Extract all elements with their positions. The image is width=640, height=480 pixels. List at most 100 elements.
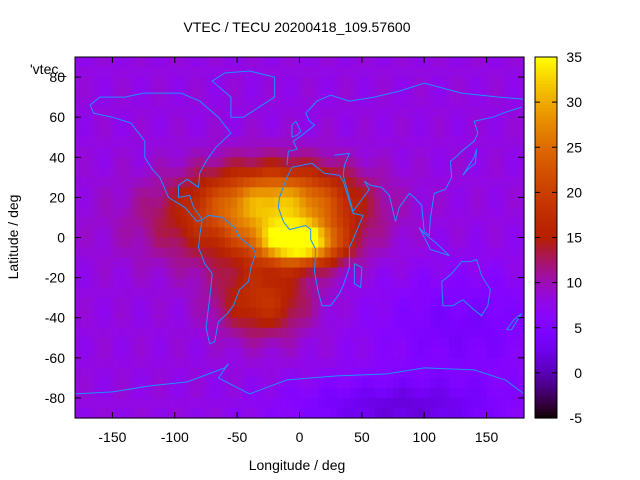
heatmap-cell: [336, 147, 344, 158]
heatmap-cell: [499, 207, 506, 219]
heatmap-cell: [255, 187, 263, 198]
heatmap-cell: [118, 167, 126, 178]
heatmap-cell: [299, 237, 307, 249]
heatmap-cell: [311, 367, 319, 379]
heatmap-cell: [237, 397, 244, 409]
heatmap-cell: [218, 317, 226, 329]
heatmap-cell: [262, 337, 269, 349]
heatmap-cell: [355, 77, 363, 88]
heatmap-cell: [93, 307, 101, 319]
heatmap-cell: [343, 247, 350, 259]
x-tick-label: -100: [161, 429, 189, 445]
heatmap-cell: [174, 177, 182, 188]
heatmap-cell: [199, 187, 207, 198]
heatmap-cell: [417, 267, 425, 279]
heatmap-cell: [249, 87, 257, 98]
heatmap-cell: [149, 297, 157, 309]
heatmap-cell: [436, 157, 444, 168]
heatmap-cell: [442, 187, 450, 198]
heatmap-cell: [143, 277, 151, 289]
heatmap-cell: [230, 347, 238, 359]
colorbar-tick-label: 30: [566, 94, 582, 110]
heatmap-cell: [499, 267, 506, 279]
heatmap-cell: [243, 367, 251, 379]
heatmap-cell: [393, 387, 400, 399]
heatmap-cell: [461, 147, 469, 158]
heatmap-cell: [299, 207, 307, 219]
heatmap-cell: [492, 147, 500, 158]
heatmap-cell: [262, 367, 269, 379]
heatmap-cell: [193, 287, 201, 299]
heatmap-cell: [505, 117, 513, 128]
heatmap-cell: [112, 337, 120, 349]
heatmap-cell: [274, 337, 282, 349]
heatmap-cell: [124, 177, 132, 188]
heatmap-cell: [343, 297, 350, 309]
heatmap-cell: [492, 297, 500, 309]
y-tick-label: 60: [49, 109, 65, 125]
heatmap-cell: [424, 317, 432, 329]
heatmap-cell: [137, 257, 145, 269]
heatmap-cell: [430, 107, 438, 118]
heatmap-cell: [480, 337, 488, 349]
heatmap-cell: [93, 227, 101, 239]
heatmap-cell: [417, 337, 425, 349]
heatmap-cell: [287, 267, 294, 279]
colorbar-segment: [535, 141, 557, 145]
heatmap-cell: [355, 177, 363, 188]
heatmap-cell: [442, 337, 450, 349]
x-tick-label: 100: [413, 429, 437, 445]
heatmap-cell: [349, 117, 357, 128]
heatmap-cell: [268, 397, 276, 409]
heatmap-cell: [249, 127, 257, 138]
heatmap-cell: [349, 167, 357, 178]
colorbar-segment: [535, 222, 557, 227]
heatmap-cell: [492, 137, 500, 148]
heatmap-cell: [99, 407, 107, 419]
heatmap-cell: [262, 327, 269, 339]
heatmap-cell: [293, 257, 301, 269]
heatmap-cell: [237, 117, 244, 128]
heatmap-cell: [143, 407, 151, 419]
heatmap-cell: [168, 337, 176, 349]
heatmap-cell: [249, 287, 257, 299]
colorbar-segment: [535, 90, 557, 94]
heatmap-cell: [336, 277, 344, 289]
heatmap-cell: [299, 187, 307, 198]
heatmap-cell: [174, 327, 182, 339]
heatmap-cell: [205, 257, 213, 269]
heatmap-cell: [411, 217, 419, 229]
heatmap-cell: [486, 377, 494, 389]
colorbar-segment: [535, 126, 557, 130]
heatmap-cell: [393, 317, 400, 329]
heatmap-cell: [374, 97, 382, 108]
heatmap-cell: [137, 277, 145, 289]
heatmap-cell: [249, 147, 257, 158]
heatmap-cell: [343, 177, 350, 188]
heatmap-cell: [274, 257, 282, 269]
heatmap-cell: [274, 157, 282, 168]
heatmap-cell: [368, 87, 375, 98]
heatmap-cell: [274, 77, 282, 88]
heatmap-cell: [181, 337, 188, 349]
heatmap-cell: [442, 197, 450, 209]
heatmap-cell: [280, 177, 288, 188]
heatmap-cell: [106, 87, 114, 98]
heatmap-cell: [218, 247, 226, 259]
heatmap-cell: [230, 307, 238, 319]
heatmap-cell: [442, 397, 450, 409]
heatmap-cell: [93, 197, 101, 209]
heatmap-cell: [181, 237, 188, 249]
heatmap-cell: [112, 247, 120, 259]
heatmap-cell: [224, 97, 232, 108]
heatmap-cell: [330, 57, 338, 68]
heatmap-cell: [411, 377, 419, 389]
heatmap-cell: [143, 147, 151, 158]
heatmap-cell: [124, 407, 132, 419]
heatmap-cell: [324, 107, 332, 118]
heatmap-cell: [405, 387, 413, 399]
heatmap-cell: [368, 147, 375, 158]
heatmap-cell: [318, 267, 326, 279]
heatmap-cell: [430, 197, 438, 209]
heatmap-cell: [461, 177, 469, 188]
